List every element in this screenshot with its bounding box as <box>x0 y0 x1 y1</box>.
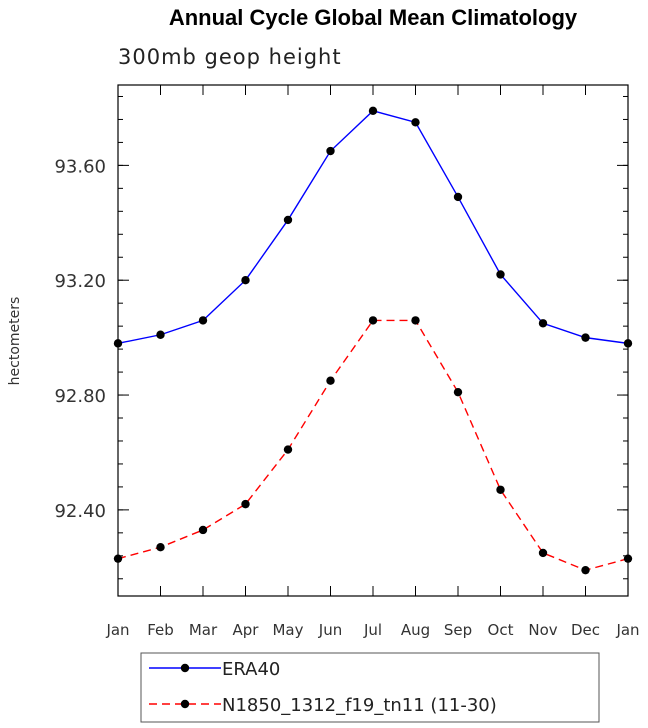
y-axis-label: hectometers <box>7 297 23 386</box>
x-tick-label: Jan <box>615 621 639 639</box>
x-tick-label: Apr <box>233 621 260 639</box>
data-point <box>496 485 505 494</box>
data-point <box>496 270 505 279</box>
data-point <box>581 333 590 342</box>
x-tick-label: Oct <box>488 621 514 639</box>
legend: ERA40 N1850_1312_f19_tn11 (11-30) <box>140 652 600 723</box>
legend-label-1: ERA40 <box>222 659 280 680</box>
x-tick-label: Feb <box>147 621 174 639</box>
x-tick-label: Dec <box>571 621 600 639</box>
data-point <box>538 548 548 558</box>
data-point <box>538 319 548 328</box>
data-point <box>326 146 335 156</box>
x-tick-label: Jun <box>318 621 342 639</box>
series-line-1 <box>117 110 629 345</box>
legend-label-2: N1850_1312_f19_tn11 (11-30) <box>222 695 497 716</box>
data-point <box>411 118 420 127</box>
legend-box <box>140 652 600 723</box>
data-point <box>368 106 378 116</box>
legend-marker <box>180 699 190 709</box>
data-point <box>198 316 208 325</box>
data-point <box>453 192 463 202</box>
x-tick-label: Aug <box>401 621 430 639</box>
y-tick-label: 93.60 <box>54 156 106 177</box>
data-point <box>283 445 293 454</box>
data-point <box>368 316 378 325</box>
legend-marker <box>180 663 190 673</box>
data-point <box>241 276 250 285</box>
data-point <box>241 499 250 509</box>
series-layer <box>113 106 633 575</box>
data-point <box>156 330 165 339</box>
chart-title: Annual Cycle Global Mean Climatology <box>169 5 578 30</box>
data-point <box>581 565 590 575</box>
data-point <box>156 542 165 552</box>
plot-frame <box>117 84 629 597</box>
data-point <box>453 387 463 397</box>
series-line-2 <box>117 319 629 571</box>
data-point <box>198 525 208 535</box>
data-point <box>326 376 335 385</box>
chart-subtitle: 300mb geop height <box>118 45 342 69</box>
y-tick-label: 92.40 <box>54 501 106 522</box>
x-tick-label: Jan <box>105 621 129 639</box>
x-tick-label: May <box>272 621 303 639</box>
y-tick-label: 93.20 <box>54 271 106 292</box>
x-tick-label: Jul <box>363 621 382 639</box>
x-tick-label: Nov <box>528 621 557 639</box>
ticks-layer: Jan Feb Mar Apr May Jun Jul Aug Sep Oct Nov Dec Jan 9… <box>54 85 640 639</box>
data-point <box>283 215 293 225</box>
y-tick-label: 92.80 <box>54 386 106 407</box>
data-point <box>411 316 420 325</box>
x-tick-label: Mar <box>189 621 218 639</box>
x-tick-label: Sep <box>444 621 472 639</box>
